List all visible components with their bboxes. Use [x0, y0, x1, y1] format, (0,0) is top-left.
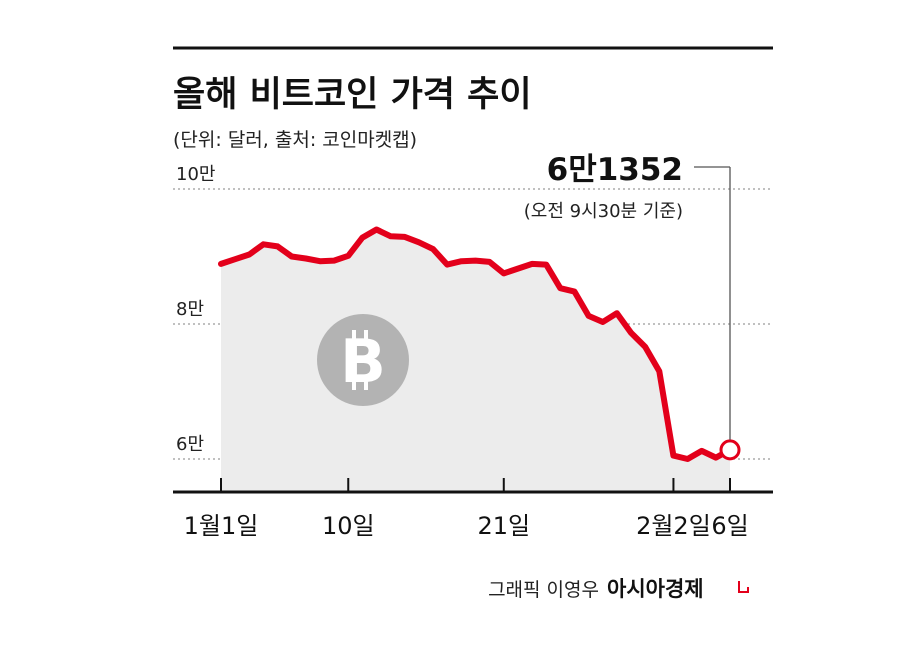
- brand-name: 아시아경제: [607, 577, 704, 601]
- y-tick-label-0: 10만: [176, 164, 215, 185]
- bitcoin-glyph-stroke-bottom-right: [364, 380, 368, 390]
- latest-price-marker: [719, 439, 741, 461]
- chart-title: 올해 비트코인 가격 추이: [173, 75, 532, 115]
- bitcoin-glyph: B: [340, 327, 386, 397]
- y-axis-ticks: 10만 8만 6만: [176, 164, 215, 455]
- graphic-credit: 그래픽 이영우: [488, 579, 599, 601]
- bitcoin-glyph-stroke-top-right: [364, 330, 368, 340]
- bitcoin-glyph-stroke-bottom-left: [352, 380, 356, 390]
- x-tick-label-4: 6일: [711, 512, 748, 540]
- x-tick-label-0: 1월1일: [184, 512, 259, 540]
- y-tick-label-2: 6만: [176, 434, 204, 455]
- bitcoin-coin-icon: B: [317, 314, 409, 406]
- x-tick-label-1: 10일: [322, 512, 375, 540]
- latest-price-label: 6만1352: [547, 152, 683, 188]
- latest-price-note: (오전 9시30분 기준): [524, 201, 683, 222]
- bitcoin-coin-circle: [317, 314, 409, 406]
- y-tick-label-1: 8만: [176, 299, 204, 320]
- chart-subtitle: (단위: 달러, 출처: 코인마켓캡): [173, 129, 417, 151]
- x-tick-label-2: 21일: [477, 512, 530, 540]
- price-line: [218, 226, 733, 462]
- bitcoin-glyph-stroke-top-left: [352, 330, 356, 340]
- x-axis-ticks: 1월1일 10일 21일 2월2일 6일: [184, 478, 749, 540]
- price-area: [221, 229, 730, 492]
- brand-mark-icon: [738, 581, 749, 593]
- brand-mark-shape: [738, 581, 749, 593]
- x-tick-label-3: 2월2일: [636, 512, 711, 540]
